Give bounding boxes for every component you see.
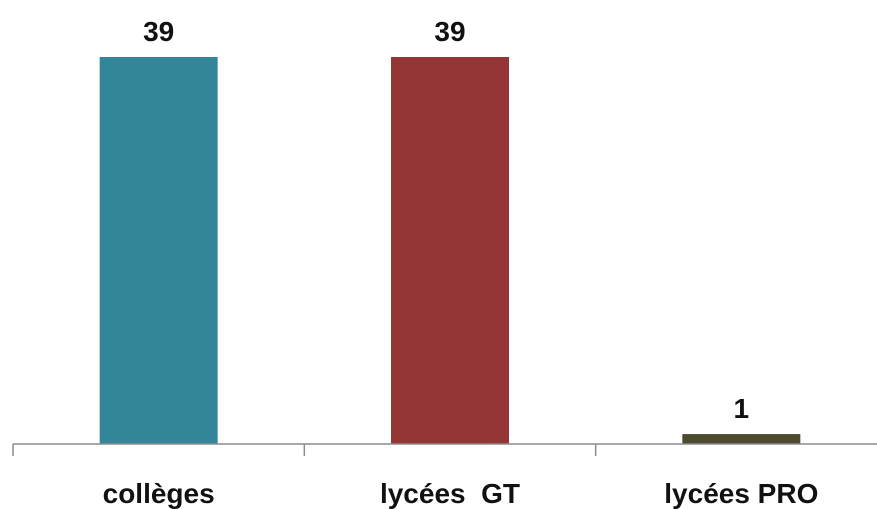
- bar: [682, 434, 801, 444]
- data-label: 39: [143, 16, 174, 47]
- bars-group: [99, 57, 801, 444]
- category-labels-group: collèges lycées GT lycées PRO: [103, 478, 819, 509]
- x-tick-label: collèges: [103, 478, 215, 509]
- value-labels-group: 39 39 1: [143, 16, 749, 424]
- bar: [391, 57, 509, 444]
- data-label: 39: [434, 16, 465, 47]
- bar: [99, 57, 218, 444]
- x-tick-label: lycées GT: [380, 478, 520, 509]
- x-axis-ticks: [12, 444, 597, 456]
- data-label: 1: [734, 393, 750, 424]
- x-tick-label: lycées PRO: [664, 478, 818, 509]
